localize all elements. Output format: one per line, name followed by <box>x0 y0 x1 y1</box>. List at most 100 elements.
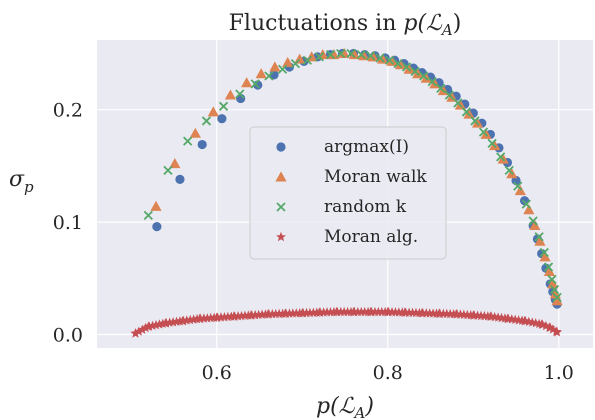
x-axis-label-suffix: ) <box>364 394 374 419</box>
data-point <box>410 66 420 77</box>
data-point <box>222 311 233 322</box>
data-point <box>346 48 356 59</box>
data-point <box>521 199 531 209</box>
data-point <box>314 52 324 62</box>
legend-entry-random-k: random k <box>276 197 407 217</box>
data-point <box>358 50 370 61</box>
data-point <box>233 311 244 321</box>
data-point <box>547 324 558 334</box>
data-point <box>336 48 346 59</box>
data-point <box>514 185 526 196</box>
legend-marker-moran-alg <box>276 231 286 242</box>
legend-entry-moran-alg: Moran alg. <box>276 227 418 247</box>
y-tick-label: 0.2 <box>53 100 83 122</box>
data-point <box>529 219 541 230</box>
data-point <box>152 221 162 232</box>
chart-title-math: p(ℒ <box>403 11 443 36</box>
y-axis-label-subscript: p <box>24 178 34 196</box>
data-point <box>301 307 312 318</box>
x-tick-labels: 0.6 0.8 1.0 <box>202 362 574 384</box>
data-point <box>311 307 322 317</box>
data-point <box>209 312 220 323</box>
legend-marker-moran-walk <box>275 171 287 182</box>
series-moran-alg <box>130 306 563 338</box>
data-point <box>551 326 562 336</box>
y-tick-label: 0.0 <box>53 325 83 347</box>
data-point <box>427 76 437 87</box>
data-point <box>147 320 158 331</box>
data-point <box>444 90 454 100</box>
data-point <box>181 315 192 325</box>
data-point <box>201 116 212 126</box>
data-point <box>338 47 350 58</box>
data-point <box>260 309 271 319</box>
x-axis-label-subscript: A <box>353 404 366 420</box>
data-point <box>178 315 189 326</box>
data-point <box>282 56 294 67</box>
data-point <box>394 59 407 70</box>
chart-title: Fluctuations in p(ℒA) <box>229 11 462 39</box>
data-point <box>171 316 182 327</box>
legend-label-random-k: random k <box>324 197 407 217</box>
data-point <box>163 165 173 176</box>
data-point <box>552 292 562 303</box>
data-point <box>195 313 206 323</box>
data-point <box>185 314 196 325</box>
data-point <box>198 313 209 323</box>
data-point <box>348 49 361 60</box>
data-point <box>144 321 155 331</box>
legend-entry-argmax: argmax(I) <box>276 137 409 157</box>
data-point <box>544 322 555 332</box>
data-point <box>547 278 559 289</box>
data-point <box>298 307 309 318</box>
data-point <box>393 58 403 69</box>
data-point <box>212 312 223 322</box>
data-point <box>504 165 514 176</box>
data-point <box>154 319 165 329</box>
data-point <box>537 319 548 329</box>
y-axis-label: σp <box>9 167 34 196</box>
data-point <box>547 274 557 285</box>
data-point <box>168 317 179 327</box>
data-point <box>539 247 549 258</box>
data-point <box>325 49 336 60</box>
data-point <box>543 265 555 277</box>
data-point <box>229 311 240 321</box>
data-point <box>175 174 185 184</box>
data-point <box>302 55 313 65</box>
x-tick-label: 0.6 <box>202 362 232 384</box>
x-tick-label: 1.0 <box>544 362 574 384</box>
legend-label-moran-walk: Moran walk <box>324 167 427 187</box>
data-point <box>315 307 326 317</box>
data-point <box>226 311 237 321</box>
data-point <box>264 71 274 81</box>
data-point <box>188 314 199 324</box>
legend-marker-argmax <box>276 142 286 152</box>
data-point <box>543 262 554 272</box>
data-point <box>478 127 489 137</box>
data-point <box>137 324 148 334</box>
data-point <box>367 51 379 62</box>
data-point <box>243 310 254 320</box>
legend-marker-random-k <box>276 202 286 212</box>
y-axis-label-main: σ <box>9 167 25 192</box>
data-point <box>236 310 247 321</box>
legend-marker <box>275 171 287 182</box>
chart-title-suffix: ) <box>453 11 462 36</box>
legend-entry-moran-walk: Moran walk <box>275 167 427 187</box>
data-point <box>356 49 366 60</box>
data-point <box>496 152 506 162</box>
legend-marker <box>276 202 286 212</box>
data-point <box>461 107 472 117</box>
data-point <box>269 61 281 72</box>
data-point <box>183 136 193 146</box>
data-point <box>197 139 207 150</box>
data-point <box>219 311 230 322</box>
data-point <box>523 204 535 215</box>
data-point <box>534 235 546 246</box>
x-tick-label: 0.8 <box>373 362 403 384</box>
series-random-k <box>143 48 562 303</box>
data-point <box>133 326 144 336</box>
data-point <box>267 308 278 319</box>
